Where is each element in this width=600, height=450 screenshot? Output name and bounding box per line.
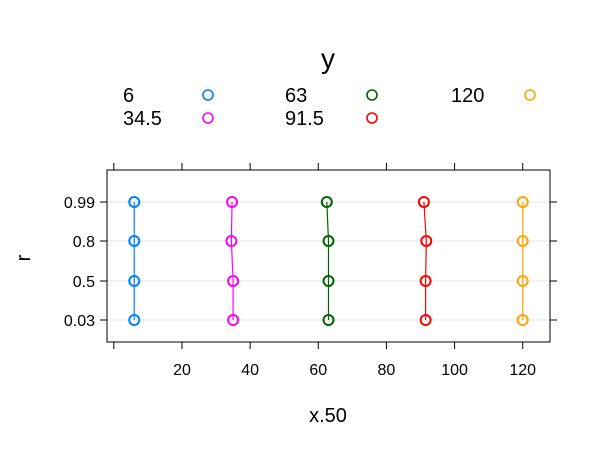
- legend-marker: [366, 89, 378, 101]
- x-tick-label: 100: [441, 362, 468, 379]
- data-point: [227, 275, 240, 287]
- data-point: [322, 235, 335, 247]
- legend-label: 6: [123, 85, 134, 107]
- data-point: [417, 196, 430, 208]
- legend-label: 63: [285, 85, 307, 107]
- series-group: [128, 196, 529, 326]
- data-point: [516, 196, 529, 208]
- data-point: [227, 314, 240, 326]
- legend-marker: [202, 89, 214, 101]
- data-point: [128, 235, 141, 247]
- legend-title: y: [321, 43, 335, 74]
- data-point: [419, 275, 432, 287]
- legend-label: 120: [451, 85, 484, 107]
- y-tick-label: 0.99: [64, 195, 95, 212]
- legend: y 6 63 120 34.5 91.5: [123, 43, 536, 130]
- legend-marker: [524, 89, 536, 101]
- data-point: [420, 235, 433, 247]
- y-tick-label: 0.03: [64, 313, 95, 330]
- legend-label: 34.5: [123, 108, 162, 130]
- data-point: [516, 235, 529, 247]
- data-point: [516, 314, 529, 326]
- x-tick-label: 40: [241, 362, 259, 379]
- legend-marker: [202, 112, 214, 124]
- data-point: [322, 275, 335, 287]
- data-point: [516, 275, 529, 287]
- x-tick-label: 120: [509, 362, 536, 379]
- legend-label: 91.5: [285, 108, 324, 130]
- axes: 20 40 60 80 100 120 0.03 0.5 0.8 0.99: [64, 163, 557, 379]
- x-tick-label: 20: [173, 362, 191, 379]
- series-line: [423, 201, 427, 320]
- series-line: [230, 201, 234, 320]
- data-point: [226, 196, 239, 208]
- data-point: [128, 314, 141, 326]
- y-tick-label: 0.8: [73, 234, 95, 251]
- data-point: [320, 196, 333, 208]
- data-point: [128, 196, 141, 208]
- data-point: [419, 314, 432, 326]
- x-tick-label: 60: [309, 362, 327, 379]
- data-point: [225, 235, 238, 247]
- y-axis-label: r: [13, 254, 35, 261]
- data-point: [128, 275, 141, 287]
- legend-marker: [366, 112, 378, 124]
- x-tick-label: 80: [378, 362, 396, 379]
- plot-frame: [106, 169, 551, 343]
- data-point: [322, 314, 335, 326]
- series-line: [326, 201, 330, 320]
- x-axis-label: x.50: [309, 405, 347, 427]
- y-tick-label: 0.5: [73, 274, 95, 291]
